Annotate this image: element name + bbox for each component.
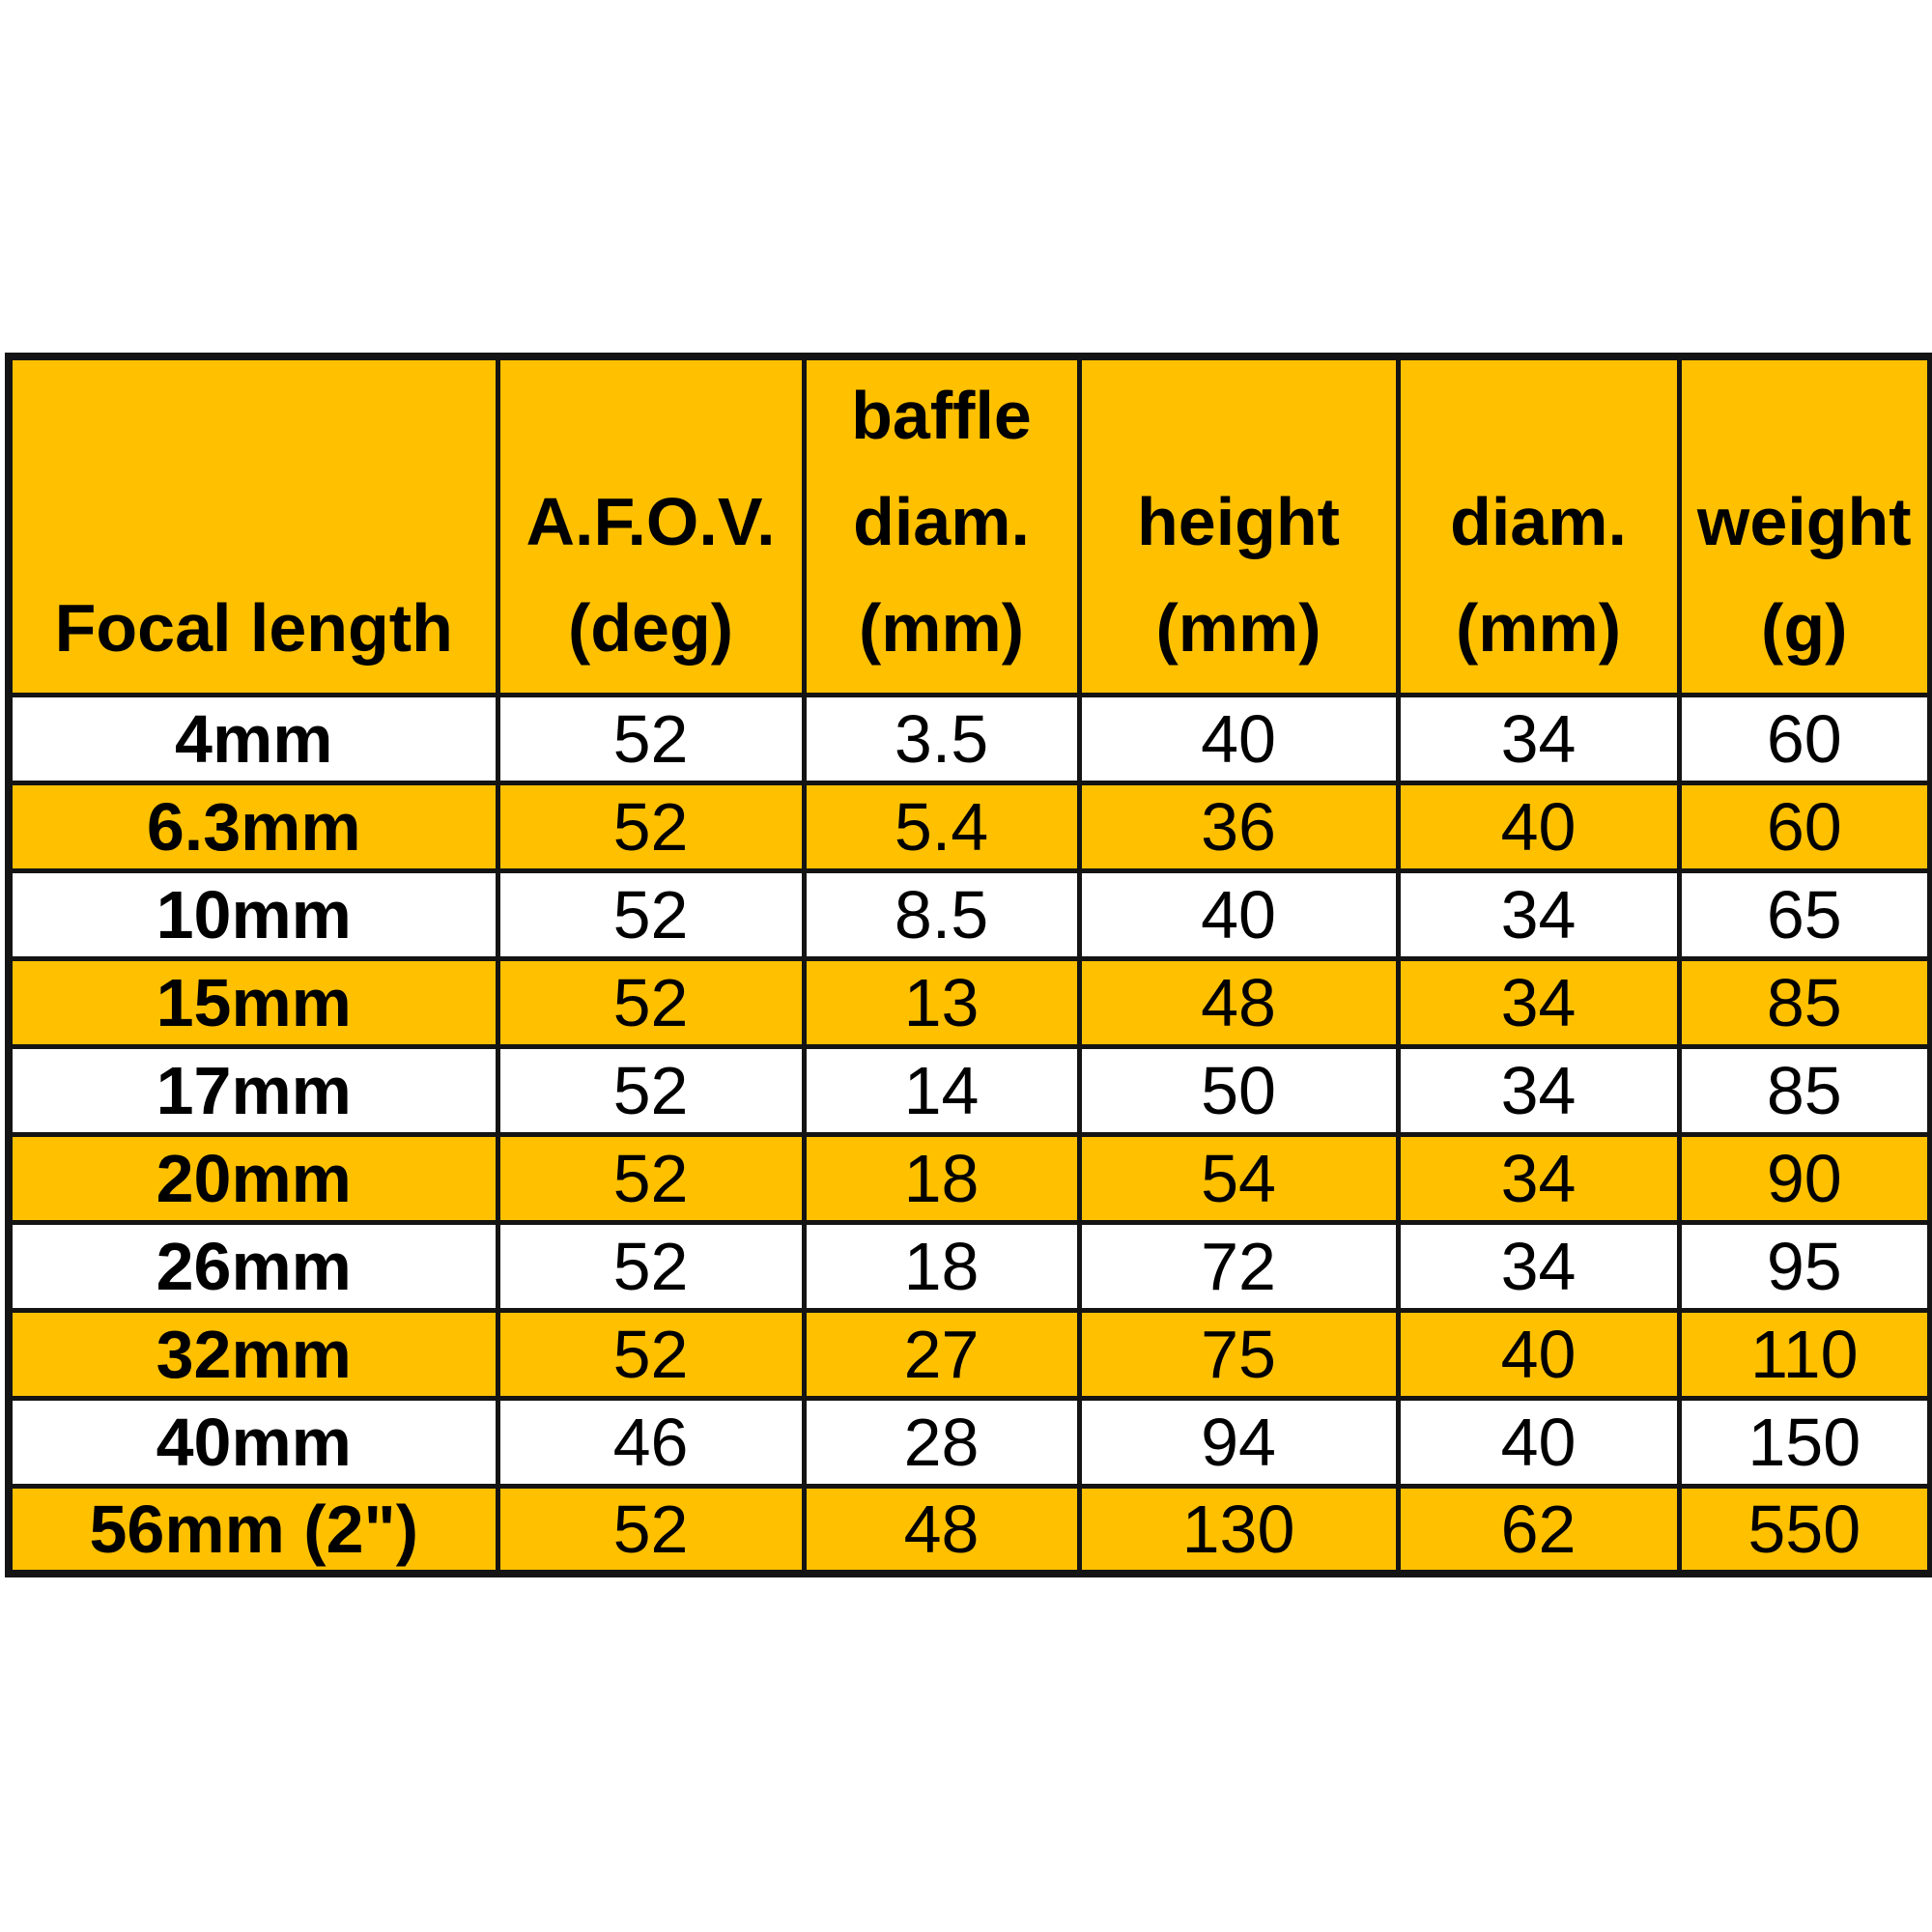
cell-afov: 52 [495,692,807,785]
cell-weight: 90 [1676,1131,1932,1225]
cell-height: 40 [1076,692,1401,785]
header-cell-afov: A.F.O.V. (deg) [495,354,807,697]
cell-height: 40 [1076,867,1401,961]
cell-height: 94 [1076,1395,1401,1489]
cell-height: 50 [1076,1043,1401,1137]
cell-weight: 150 [1676,1395,1932,1489]
cell-diam: 34 [1395,692,1682,785]
cell-baffle-diam: 27 [801,1307,1082,1401]
table-row: 15mm 52 13 48 34 85 [6,955,1932,1049]
cell-focal-length: 6.3mm [6,780,500,873]
table-row: 40mm 46 28 94 40 150 [6,1395,1932,1489]
cell-diam: 34 [1395,1219,1682,1313]
cell-focal-length: 40mm [6,1395,500,1489]
cell-diam: 62 [1395,1483,1682,1577]
cell-afov: 52 [495,867,807,961]
cell-weight: 85 [1676,955,1932,1049]
cell-weight: 85 [1676,1043,1932,1137]
cell-baffle-diam: 3.5 [801,692,1082,785]
cell-diam: 40 [1395,780,1682,873]
table-header: Focal length A.F.O.V. (deg) baffle diam. (mm)… [6,354,1932,697]
cell-diam: 34 [1395,867,1682,961]
cell-height: 72 [1076,1219,1401,1313]
table-row: 4mm 52 3.5 40 34 60 [6,692,1932,785]
cell-height: 54 [1076,1131,1401,1225]
cell-diam: 40 [1395,1395,1682,1489]
cell-afov: 52 [495,1131,807,1225]
header-cell-focal-length: Focal length [6,354,500,697]
cell-focal-length: 32mm [6,1307,500,1401]
cell-afov: 52 [495,1219,807,1313]
header-row: Focal length A.F.O.V. (deg) baffle diam. (mm)… [6,354,1932,697]
header-cell-height: height (mm) [1076,354,1401,697]
cell-focal-length: 17mm [6,1043,500,1137]
header-label-line: (mm) [1155,589,1321,666]
table-row: 17mm 52 14 50 34 85 [6,1043,1932,1137]
header-label-line: (g) [1761,589,1848,666]
cell-height: 75 [1076,1307,1401,1401]
cell-focal-length: 56mm (2") [6,1483,500,1577]
table-row: 6.3mm 52 5.4 36 40 60 [6,780,1932,873]
cell-height: 48 [1076,955,1401,1049]
header-cell-baffle-diam: baffle diam. (mm) [801,354,1082,697]
cell-baffle-diam: 5.4 [801,780,1082,873]
cell-weight: 95 [1676,1219,1932,1313]
cell-height: 130 [1076,1483,1401,1577]
cell-baffle-diam: 18 [801,1131,1082,1225]
table-row: 56mm (2") 52 48 130 62 550 [6,1483,1932,1577]
cell-baffle-diam: 28 [801,1395,1082,1489]
header-label-line: (deg) [567,589,734,666]
header-label-line: (mm) [858,589,1025,666]
header-label-line: weight [1696,483,1912,559]
table-row: 20mm 52 18 54 34 90 [6,1131,1932,1225]
cell-weight: 65 [1676,867,1932,961]
header-label-line: baffle [851,377,1032,453]
cell-diam: 40 [1395,1307,1682,1401]
cell-afov: 52 [495,955,807,1049]
cell-baffle-diam: 14 [801,1043,1082,1137]
header-label-line: height [1137,483,1340,559]
cell-baffle-diam: 8.5 [801,867,1082,961]
cell-focal-length: 20mm [6,1131,500,1225]
cell-afov: 46 [495,1395,807,1489]
cell-afov: 52 [495,780,807,873]
header-label-line: diam. [1450,483,1627,559]
eyepiece-spec-table: Focal length A.F.O.V. (deg) baffle diam. (mm)… [5,353,1932,1577]
header-label-line: Focal length [54,589,453,666]
table-row: 26mm 52 18 72 34 95 [6,1219,1932,1313]
cell-baffle-diam: 48 [801,1483,1082,1577]
cell-focal-length: 15mm [6,955,500,1049]
cell-afov: 52 [495,1483,807,1577]
table-row: 10mm 52 8.5 40 34 65 [6,867,1932,961]
table-body: 4mm 52 3.5 40 34 60 6.3mm 52 5.4 36 40 60 10mm 52 8.5 4… [6,692,1932,1577]
cell-weight: 60 [1676,780,1932,873]
header-cell-weight: weight (g) [1676,354,1932,697]
header-label-line: A.F.O.V. [526,483,776,559]
cell-weight: 60 [1676,692,1932,785]
cell-afov: 52 [495,1307,807,1401]
header-label-line: (mm) [1455,589,1622,666]
table-row: 32mm 52 27 75 40 110 [6,1307,1932,1401]
cell-weight: 110 [1676,1307,1932,1401]
cell-focal-length: 4mm [6,692,500,785]
header-label-line: diam. [853,483,1030,559]
cell-weight: 550 [1676,1483,1932,1577]
header-cell-diam: diam. (mm) [1395,354,1682,697]
cell-focal-length: 26mm [6,1219,500,1313]
cell-focal-length: 10mm [6,867,500,961]
cell-afov: 52 [495,1043,807,1137]
cell-diam: 34 [1395,1043,1682,1137]
spec-table-container: Focal length A.F.O.V. (deg) baffle diam. (mm)… [5,353,1932,1577]
cell-height: 36 [1076,780,1401,873]
cell-baffle-diam: 18 [801,1219,1082,1313]
cell-baffle-diam: 13 [801,955,1082,1049]
cell-diam: 34 [1395,955,1682,1049]
cell-diam: 34 [1395,1131,1682,1225]
